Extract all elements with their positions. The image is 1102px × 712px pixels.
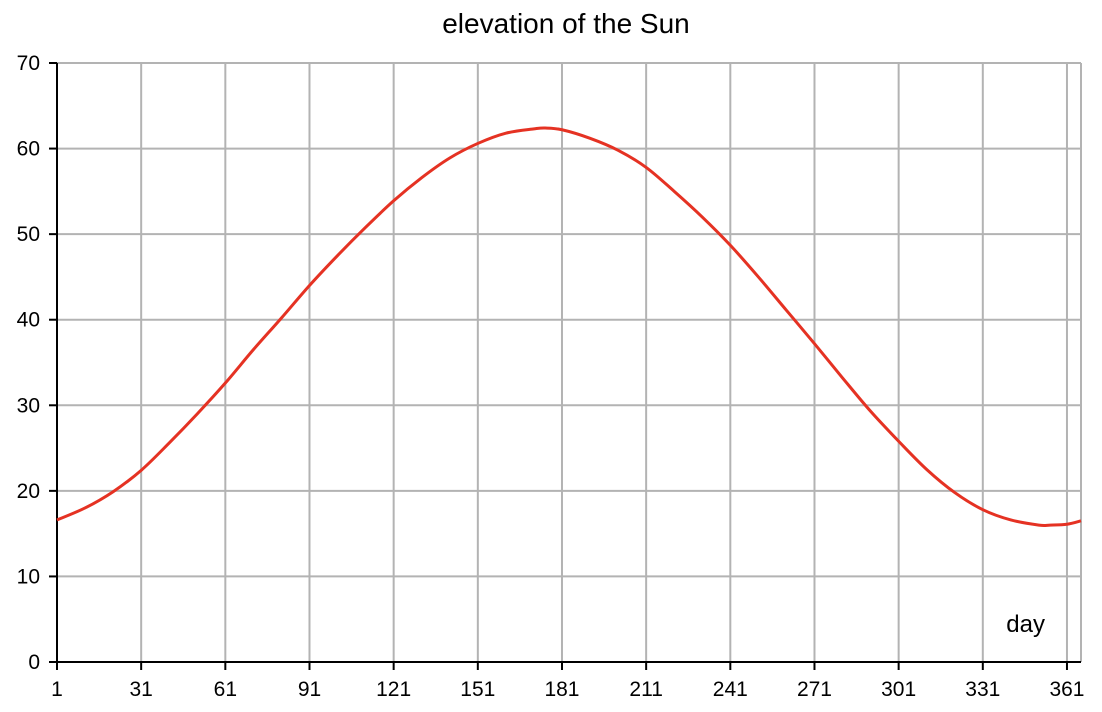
x-tick-label: 61 — [214, 678, 237, 701]
y-tick-label: 60 — [17, 138, 40, 161]
x-tick-label: 361 — [1049, 678, 1084, 701]
series — [56, 126, 1082, 528]
y-tick-label: 40 — [17, 309, 40, 332]
ticks: 1 31 61 91 121 151 181 211 241 271 301 331 361 0 10 20 3… — [17, 52, 1085, 701]
x-tick-label: 271 — [797, 678, 832, 701]
y-tick-label: 50 — [17, 223, 40, 246]
x-tick-label: 121 — [376, 678, 411, 701]
x-tick-label: 91 — [298, 678, 321, 701]
y-tick-label: 20 — [17, 480, 40, 503]
x-axis-title: day — [1006, 611, 1045, 638]
chart-title: elevation of the Sun — [442, 8, 690, 39]
axes — [56, 63, 1081, 663]
y-tick-label: 70 — [17, 52, 40, 75]
x-tick-label: 1 — [51, 678, 63, 701]
x-tick-label: 31 — [129, 678, 152, 701]
x-tick-label: 211 — [629, 678, 662, 701]
y-tick-label: 30 — [17, 394, 40, 417]
x-tick-label: 181 — [544, 678, 579, 701]
grid — [57, 62, 1082, 662]
y-tick-label: 0 — [28, 651, 40, 674]
y-tick-label: 10 — [17, 565, 40, 588]
series-line-sun-elevation — [56, 126, 1082, 528]
x-tick-label: 301 — [881, 678, 916, 701]
x-tick-label: 151 — [460, 678, 495, 701]
x-tick-label: 241 — [713, 678, 748, 701]
x-tick-label: 331 — [965, 678, 1000, 701]
